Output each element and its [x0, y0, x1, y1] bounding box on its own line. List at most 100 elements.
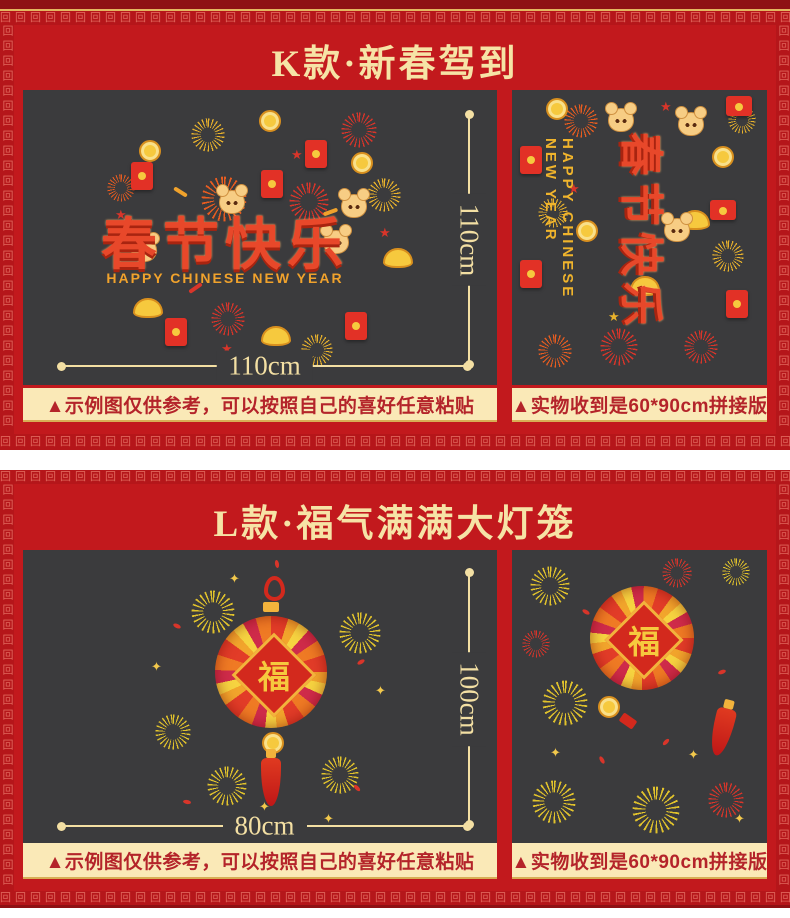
red-envelope-icon: [520, 260, 542, 288]
section-l-note-left: ▲示例图仅供参考，可以按照自己的喜好任意粘贴: [23, 843, 497, 879]
gold-ingot-icon: [133, 298, 163, 318]
artwork-subtitle-text: HAPPY CHINESE NEW YEAR: [106, 270, 344, 286]
sparkle-icon: ✦: [688, 747, 699, 762]
bottom-maroon-strip: [0, 905, 790, 908]
width-dimension-line: 80cm: [57, 810, 472, 842]
red-envelope-icon: [305, 140, 327, 168]
firework-icon: [712, 240, 744, 272]
section-k-note-right: ▲实物收到是60*90cm拼接版: [512, 388, 767, 422]
star-icon: ★: [379, 225, 391, 240]
meander-border-top: 回回回回回回回回回回回回回回回回回回回回回回回回回回回回回回回回回回回回回回回回…: [0, 11, 790, 25]
section-k-title: K款·新春驾到: [271, 44, 519, 85]
red-envelope-icon: [131, 162, 153, 190]
artwork-subtitle-vertical-text: HAPPY CHINESE NEW YEAR: [542, 138, 576, 300]
width-dimension-label: 110cm: [216, 350, 313, 382]
red-envelope-icon: [345, 312, 367, 340]
section-k-received-panel: ★ ★ ★ HAPPY CHINESE NEW YEAR 春节快乐: [512, 90, 767, 385]
tassel-icon: [706, 706, 738, 758]
height-dimension-line: 100cm: [451, 568, 487, 829]
gold-ingot-icon: [630, 276, 660, 296]
firework-icon: [684, 330, 718, 364]
sparkle-icon: ✦: [229, 571, 240, 586]
firework-icon: [708, 782, 744, 818]
petal-icon: [182, 799, 192, 805]
meander-border-bottom: 回回回回回回回回回回回回回回回回回回回回回回回回回回回回回回回回回回回回回回回回…: [0, 891, 790, 905]
star-icon: ★: [291, 147, 303, 162]
mouse-icon: [661, 212, 693, 242]
firework-icon: [600, 328, 638, 366]
firework-icon: [722, 558, 750, 586]
firework-icon: [532, 780, 576, 824]
sparkle-icon: ✦: [151, 659, 162, 674]
firework-icon: [530, 566, 570, 606]
petal-icon: [274, 559, 280, 569]
firework-icon: [107, 174, 135, 202]
gold-coin-icon: [139, 140, 161, 162]
sparkle-icon: ✦: [259, 799, 270, 814]
petal-icon: [352, 783, 362, 793]
section-k-preview-panel: ★ ★ ★ ★ 春节快乐 HAPPY CHINESE NEW YEAR 110c…: [23, 90, 497, 385]
mouse-icon: [320, 224, 352, 254]
height-dimension-label: 110cm: [451, 193, 487, 286]
lantern-loop-icon: [264, 576, 285, 601]
firework-icon: [564, 104, 598, 138]
height-dimension-label: 100cm: [451, 651, 487, 746]
firework-icon: [538, 198, 568, 228]
gold-coin-icon: [712, 146, 734, 168]
gold-coin-icon: [259, 110, 281, 132]
section-k: 回回回回回回回回回回回回回回回回回回回回回回回回回回回回回回回回回回回回回回回回…: [0, 0, 790, 450]
petal-icon: [172, 622, 182, 630]
mouse-icon: [675, 106, 707, 136]
artwork-title-text: 春节快乐: [101, 213, 349, 278]
sparkle-icon: ✦: [375, 683, 386, 698]
section-l-received-panel: ✦ ✦ ✦ ✦ 福: [512, 550, 767, 843]
firework-icon: [632, 786, 680, 834]
width-dimension-label: 80cm: [222, 810, 307, 842]
star-icon: ★: [115, 207, 127, 222]
firework-icon: [321, 756, 359, 794]
section-l: 回回回回回回回回回回回回回回回回回回回回回回回回回回回回回回回回回回回回回回回回…: [0, 470, 790, 908]
height-dimension-line: 110cm: [451, 110, 487, 369]
red-envelope-icon: [726, 96, 752, 116]
lantern-knot-icon: [263, 602, 279, 612]
red-envelope-icon: [726, 290, 748, 318]
petal-icon: [598, 755, 606, 765]
petal-icon: [356, 658, 366, 666]
star-icon: ★: [221, 341, 233, 356]
artwork-title-rotated-text: 春节快乐: [615, 132, 666, 332]
firework-icon: [191, 590, 235, 634]
mouse-icon: [216, 184, 248, 214]
petal-icon: [581, 608, 591, 616]
mouse-icon: [605, 102, 637, 132]
gold-coin-icon: [351, 152, 373, 174]
meander-border-top: 回回回回回回回回回回回回回回回回回回回回回回回回回回回回回回回回回回回回回回回回…: [0, 470, 790, 484]
firework-icon: [367, 178, 401, 212]
firework-icon: [339, 612, 381, 654]
firework-icon: [211, 302, 245, 336]
meander-border-bottom: 回回回回回回回回回回回回回回回回回回回回回回回回回回回回回回回回回回回回回回回回…: [0, 434, 790, 450]
gold-ingot-icon: [261, 326, 291, 346]
top-maroon-strip: [0, 0, 790, 11]
section-l-note-right: ▲实物收到是60*90cm拼接版: [512, 843, 767, 879]
firework-icon: [341, 112, 377, 148]
section-k-note-left: ▲示例图仅供参考，可以按照自己的喜好任意粘贴: [23, 388, 497, 422]
firework-icon: [191, 118, 225, 152]
red-envelope-icon: [520, 146, 542, 174]
fu-character: 福: [627, 623, 661, 660]
gold-ingot-icon: [383, 248, 413, 268]
mouse-icon: [128, 232, 160, 262]
star-icon: ★: [660, 99, 672, 114]
firework-icon: [155, 714, 191, 750]
star-icon: ★: [568, 181, 580, 196]
petal-icon: [717, 668, 727, 676]
star-icon: ★: [608, 309, 620, 324]
red-envelope-icon: [261, 170, 283, 198]
gold-coin-icon: [598, 696, 620, 718]
width-dimension-line: 110cm: [57, 350, 472, 382]
sparkle-icon: ✦: [550, 745, 561, 760]
mouse-icon: [338, 188, 370, 218]
red-envelope-icon: [710, 200, 736, 220]
sparkle-icon: ✦: [323, 811, 334, 826]
fu-character: 福: [257, 658, 291, 695]
